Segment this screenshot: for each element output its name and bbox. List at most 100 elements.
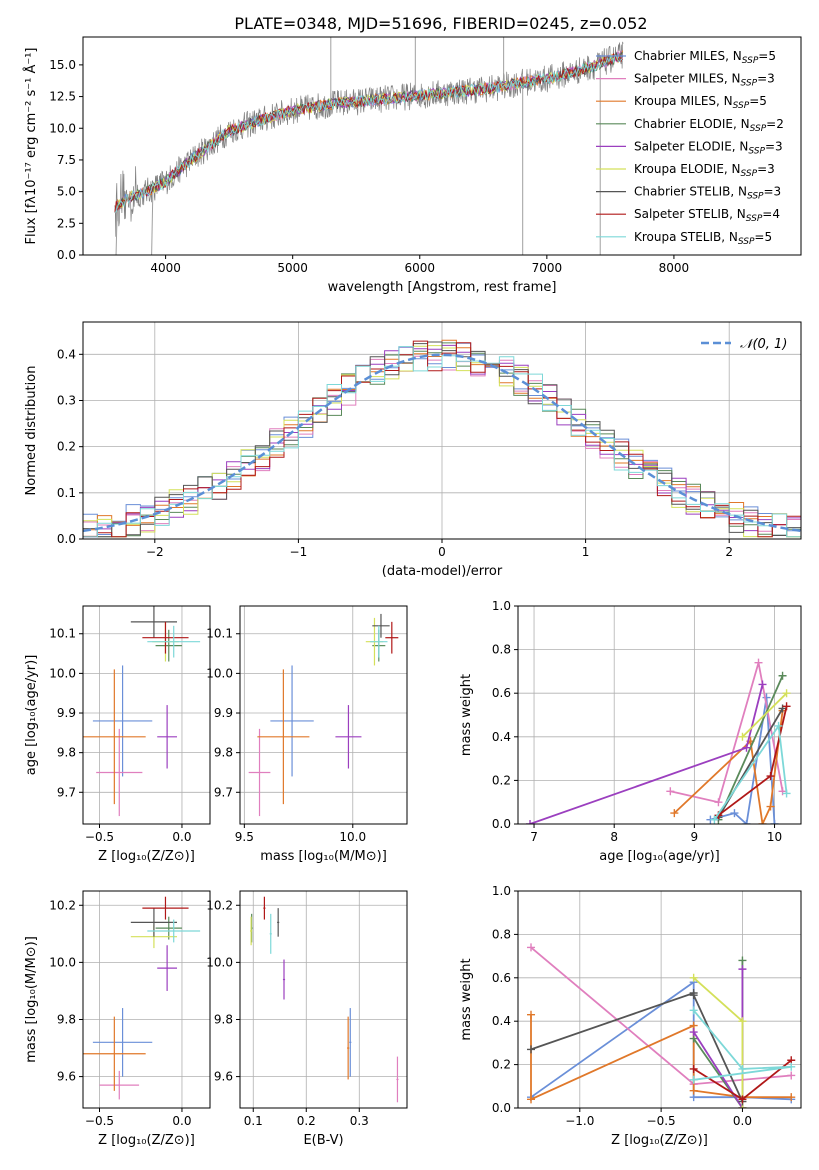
legend-label: Kroupa MILES, NSSP=5 <box>634 94 767 111</box>
weight-marker <box>738 1017 747 1026</box>
histogram-steps <box>83 341 801 538</box>
y-tick-label: 2.5 <box>57 216 76 230</box>
y-tick-label: 0.0 <box>492 1101 511 1115</box>
y-tick-label: 9.7 <box>57 785 76 799</box>
plot-area <box>83 339 801 538</box>
weight-marker <box>758 820 767 824</box>
y-tick-label: 5.0 <box>57 185 76 199</box>
mass-weight-vs-age-panel: 7 8 9 10 0.0 0.2 0.4 0.6 0.8 1.0 age [log₁₀(age/yr… <box>459 599 802 864</box>
weight-marker <box>689 973 698 982</box>
y-tick-label: 10.1 <box>49 627 76 641</box>
x-tick-label: 1 <box>582 545 590 559</box>
y-tick-label: 9.8 <box>214 1012 233 1026</box>
weight-marker <box>742 820 751 824</box>
y-tick-label: 0.0 <box>57 248 76 262</box>
weight-marker <box>782 789 791 798</box>
y-axis-label: mass weight <box>459 674 474 756</box>
weight-marker <box>666 787 675 796</box>
y-tick-label: 9.7 <box>214 785 233 799</box>
x-tick-label: 0.2 <box>297 1114 316 1128</box>
legend-label: Salpeter STELIB, NSSP=4 <box>634 207 780 224</box>
x-tick-label: 5000 <box>277 261 308 275</box>
x-axis-label: Z [log₁₀(Z/Z⊙)] <box>98 1133 195 1148</box>
weight-marker <box>689 1075 698 1084</box>
weight-marker <box>738 1095 747 1104</box>
x-tick-label: 10.0 <box>339 830 366 844</box>
weight-marker <box>714 798 723 807</box>
figure-title: PLATE=0348, MJD=51696, FIBERID=0245, z=0… <box>234 14 647 33</box>
weight-line <box>530 1014 792 1101</box>
y-tick-label: 10.2 <box>49 898 76 912</box>
legend-label: 𝒩(0, 1) <box>740 337 787 352</box>
weight-marker <box>689 1006 698 1015</box>
y-axis-label: mass weight <box>459 958 474 1040</box>
x-axis-label: mass [log₁₀(M/M⊙)] <box>260 849 387 864</box>
mass-vs-ebv-panel: 0.1 0.2 0.3 9.6 9.8 10.0 10.2 E(B-V) <box>206 890 408 1148</box>
axes-frame <box>239 605 408 825</box>
y-tick-label: 0.8 <box>492 927 511 941</box>
mass-weight-vs-metallicity-panel: −1.0 −0.5 0.0 0.0 0.2 0.4 0.6 0.8 1.0 Z [log₁₀(Z/… <box>459 884 802 1148</box>
weight-marker <box>527 1010 536 1019</box>
legend-label: Chabrier MILES, NSSP=5 <box>634 49 776 66</box>
y-tick-label: 7.5 <box>57 153 76 167</box>
weight-marker <box>787 1071 796 1080</box>
weight-marker <box>774 721 783 730</box>
x-tick-label: 4000 <box>150 261 181 275</box>
weight-marker <box>527 1095 536 1104</box>
axes-frame <box>82 890 211 1109</box>
y-tick-label: 12.5 <box>49 90 76 104</box>
weight-line <box>670 662 784 804</box>
axes-frame <box>517 890 802 1109</box>
y-tick-label: 0.2 <box>492 1058 511 1072</box>
y-tick-label: 0.4 <box>492 1014 511 1028</box>
weight-marker <box>527 1045 536 1054</box>
weight-marker <box>738 965 747 974</box>
legend-label: Kroupa STELIB, NSSP=5 <box>634 230 772 247</box>
weight-marker <box>782 689 791 698</box>
x-axis-label: wavelength [Angstrom, rest frame] <box>328 280 557 295</box>
x-tick-label: 7 <box>530 830 538 844</box>
x-tick-label: −0.5 <box>647 1114 676 1128</box>
y-tick-label: 0.0 <box>492 817 511 831</box>
y-tick-label: 0.4 <box>57 347 76 361</box>
age-vs-metallicity-panel: −0.5 0.0 9.7 9.8 9.9 10.0 10.1 Z [log₁₀(Z/Z⊙)] a… <box>24 605 211 864</box>
axes-frame <box>239 890 408 1109</box>
plot-area <box>250 896 399 1103</box>
legend-label: Chabrier ELODIE, NSSP=2 <box>634 117 784 134</box>
y-tick-label: 10.0 <box>206 955 233 969</box>
y-tick-label: 10.2 <box>206 898 233 912</box>
y-tick-label: 0.4 <box>492 730 511 744</box>
legend-label: Salpeter MILES, NSSP=3 <box>634 72 775 89</box>
y-tick-label: 9.8 <box>57 746 76 760</box>
weight-marker <box>778 671 787 680</box>
axes-frame <box>82 605 211 825</box>
x-tick-label: 8000 <box>659 261 690 275</box>
weight-marker <box>782 702 791 711</box>
plot-area <box>248 613 399 817</box>
weight-marker <box>738 732 747 741</box>
x-tick-label: 8 <box>610 830 618 844</box>
y-axis-label: Normed distribution <box>24 366 39 496</box>
weight-marker <box>738 1064 747 1073</box>
weight-marker <box>689 1064 698 1073</box>
x-tick-label: 0.0 <box>172 1114 191 1128</box>
y-tick-label: 9.6 <box>57 1070 76 1084</box>
y-tick-label: 9.8 <box>214 746 233 760</box>
x-tick-label: 0.1 <box>244 1114 263 1128</box>
x-tick-label: −0.5 <box>85 1114 114 1128</box>
weight-line <box>692 969 744 1108</box>
x-axis-label: Z [log₁₀(Z/Z⊙)] <box>611 1133 708 1148</box>
y-tick-label: 9.6 <box>214 1070 233 1084</box>
y-tick-label: 9.9 <box>57 706 76 720</box>
weight-marker <box>689 1028 698 1037</box>
y-axis-label: mass [log₁₀(M/M⊙)] <box>24 936 39 1063</box>
weight-marker <box>689 1086 698 1095</box>
axes-frame <box>517 605 802 825</box>
x-tick-label: 0.0 <box>172 830 191 844</box>
y-tick-label: 10.0 <box>49 121 76 135</box>
y-tick-label: 0.3 <box>57 393 76 407</box>
weight-marker <box>754 658 763 667</box>
weight-marker <box>742 743 751 752</box>
model-fit-line <box>114 52 623 213</box>
